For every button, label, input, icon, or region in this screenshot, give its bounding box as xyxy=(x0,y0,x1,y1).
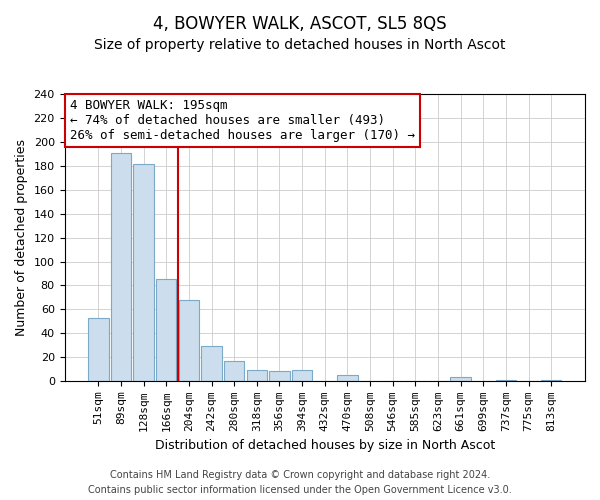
Bar xyxy=(111,153,131,381)
Y-axis label: Number of detached properties: Number of detached properties xyxy=(15,139,28,336)
X-axis label: Distribution of detached houses by size in North Ascot: Distribution of detached houses by size … xyxy=(155,440,495,452)
Text: Size of property relative to detached houses in North Ascot: Size of property relative to detached ho… xyxy=(94,38,506,52)
Bar xyxy=(247,370,267,381)
Bar xyxy=(541,380,562,381)
Text: Contains HM Land Registry data © Crown copyright and database right 2024.
Contai: Contains HM Land Registry data © Crown c… xyxy=(88,470,512,495)
Bar xyxy=(451,378,471,381)
Bar xyxy=(292,370,313,381)
Bar xyxy=(202,346,222,381)
Bar xyxy=(156,280,176,381)
Bar xyxy=(337,375,358,381)
Bar xyxy=(179,300,199,381)
Text: 4, BOWYER WALK, ASCOT, SL5 8QS: 4, BOWYER WALK, ASCOT, SL5 8QS xyxy=(153,15,447,33)
Bar xyxy=(88,318,109,381)
Text: 4 BOWYER WALK: 195sqm
← 74% of detached houses are smaller (493)
26% of semi-det: 4 BOWYER WALK: 195sqm ← 74% of detached … xyxy=(70,99,415,142)
Bar xyxy=(224,360,244,381)
Bar xyxy=(496,380,516,381)
Bar xyxy=(133,164,154,381)
Bar xyxy=(269,372,290,381)
